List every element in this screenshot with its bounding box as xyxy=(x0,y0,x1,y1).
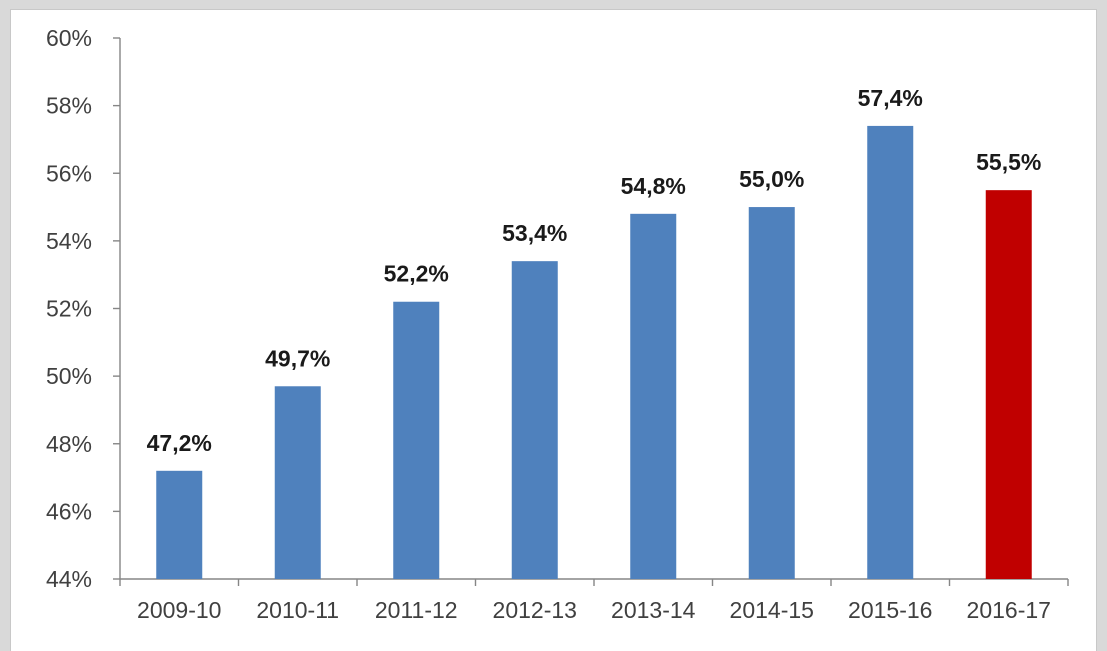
y-tick-label: 60% xyxy=(46,25,92,51)
bar xyxy=(393,301,440,579)
bar xyxy=(630,213,677,579)
data-label: 54,8% xyxy=(621,173,686,199)
x-tick-label: 2016-17 xyxy=(967,597,1051,623)
y-tick-label: 56% xyxy=(46,160,92,186)
y-tick-label: 52% xyxy=(46,296,92,322)
data-label: 57,4% xyxy=(858,85,923,111)
x-tick-label: 2014-15 xyxy=(730,597,814,623)
data-label: 49,7% xyxy=(265,345,330,371)
bar xyxy=(985,190,1032,579)
data-label: 55,5% xyxy=(976,149,1041,175)
x-tick-label: 2012-13 xyxy=(493,597,577,623)
x-tick-label: 2010-11 xyxy=(256,597,339,623)
y-tick-label: 46% xyxy=(46,498,92,524)
x-tick-label: 2013-14 xyxy=(611,597,696,623)
data-label: 55,0% xyxy=(739,166,804,192)
x-tick-label: 2015-16 xyxy=(848,597,932,623)
data-label: 52,2% xyxy=(384,261,449,287)
x-tick-label: 2011-12 xyxy=(375,597,458,623)
bar xyxy=(511,261,558,579)
data-label: 47,2% xyxy=(147,430,212,456)
x-tick-label: 2009-10 xyxy=(137,597,221,623)
bar xyxy=(156,470,203,579)
y-tick-label: 48% xyxy=(46,431,92,457)
y-tick-label: 58% xyxy=(46,93,92,119)
bar xyxy=(867,125,914,579)
y-tick-label: 50% xyxy=(46,363,92,389)
y-tick-label: 54% xyxy=(46,228,92,254)
bar xyxy=(748,207,795,579)
bar xyxy=(274,386,321,579)
y-tick-label: 44% xyxy=(46,566,92,592)
data-label: 53,4% xyxy=(502,220,567,246)
